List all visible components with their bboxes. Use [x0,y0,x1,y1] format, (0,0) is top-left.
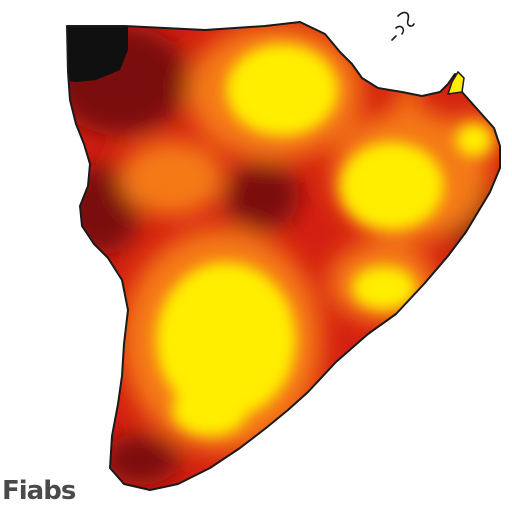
island-patch [446,70,465,95]
heat-orange-west [120,140,224,216]
heat-orange-coast [394,86,422,110]
heat-darkred-center [224,162,300,230]
heat-darkred-south [100,435,180,485]
heat-yellow-farright [456,124,492,156]
island-outline-small [391,11,415,41]
heat-yellow-southwest-lower [172,384,248,436]
heat-yellow-southwest [156,262,296,418]
heat-yellow-north [226,44,338,136]
map-caption: Fiabs [2,476,76,506]
heat-black-corner [67,22,128,82]
heat-yellow-southeast [352,266,416,310]
heat-yellow-east [340,142,444,230]
